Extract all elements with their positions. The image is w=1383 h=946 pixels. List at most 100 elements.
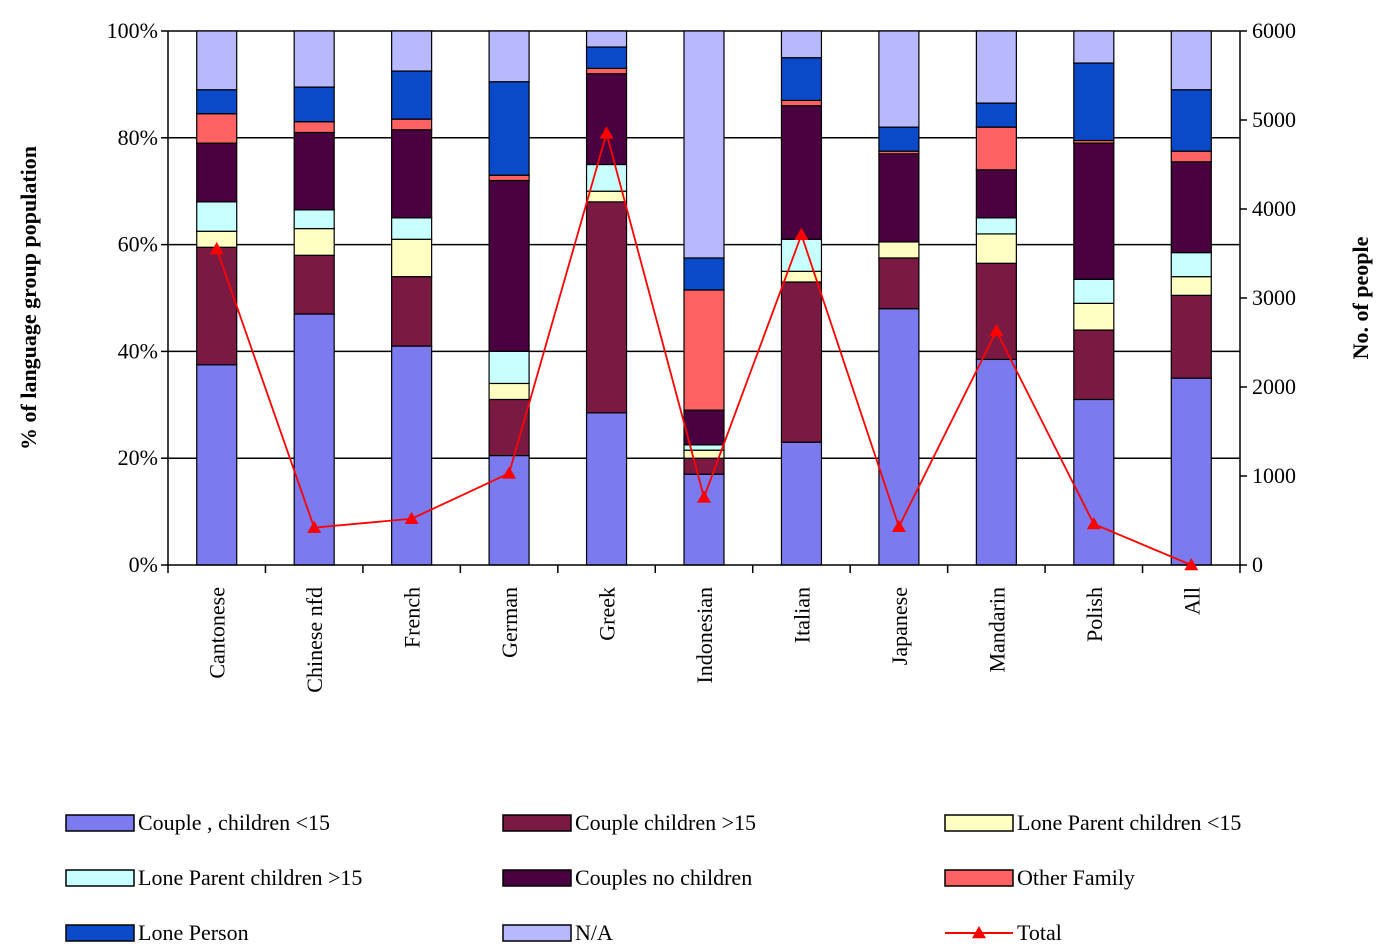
- total-point: [697, 490, 711, 503]
- y-left-tick-label: 0%: [129, 552, 158, 577]
- y-left-tick-label: 20%: [118, 445, 158, 470]
- bar-segment: [683, 289, 725, 411]
- legend-marker: [972, 926, 986, 939]
- bar-segment: [585, 73, 628, 166]
- legend-swatch: [944, 814, 1014, 832]
- bar-segment: [196, 113, 238, 144]
- bar-segment: [196, 142, 238, 203]
- category-label: Polish: [1082, 587, 1107, 642]
- legend-item: Other Family: [944, 865, 1135, 890]
- bar-segment: [878, 257, 920, 310]
- y-right-tick-label: 5000: [1252, 107, 1296, 132]
- bar-segment: [975, 217, 1017, 235]
- category-label: Greek: [595, 587, 620, 641]
- total-point: [502, 466, 517, 479]
- axes: 0% 20% 40% 60% 80% 100% 0 1000 2000 3000 4000 5000 6…: [107, 18, 1296, 693]
- legend-swatch: [65, 924, 135, 942]
- bar-segment: [391, 345, 433, 566]
- bar-segment: [488, 30, 530, 83]
- bar-segment: [780, 238, 823, 272]
- category-label: All: [1179, 587, 1204, 615]
- bar-segment: [1170, 150, 1212, 163]
- bar-segment: [878, 153, 920, 243]
- legend-item: Couples no children: [502, 865, 752, 890]
- bar-segment: [293, 86, 335, 123]
- bar-segment: [391, 118, 433, 131]
- category-label: German: [497, 587, 522, 658]
- bar-segment: [391, 217, 433, 240]
- y-axis-left-title: % of language group population: [16, 146, 41, 450]
- bar-segment: [1170, 89, 1212, 152]
- bar-segment: [391, 276, 433, 347]
- total-point: [1184, 558, 1199, 571]
- y-right-tick-label: 4000: [1252, 196, 1296, 221]
- bar-segment: [488, 382, 530, 401]
- bar-segment: [293, 227, 335, 256]
- bar-segment: [780, 281, 823, 443]
- bar-segment: [293, 254, 335, 315]
- legend-item: Lone Parent children <15: [944, 810, 1241, 835]
- bar-segment: [1073, 329, 1115, 401]
- bar-segment: [488, 179, 530, 353]
- bar-segment: [975, 358, 1017, 566]
- legend-label: Couple children >15: [575, 810, 756, 835]
- legend-swatch: [502, 924, 572, 942]
- bar-segment: [1073, 398, 1115, 566]
- total-point: [307, 520, 322, 533]
- bar-segment: [293, 209, 335, 230]
- bar-segment: [878, 241, 920, 259]
- total-point: [891, 519, 906, 532]
- bar-segment: [391, 30, 433, 72]
- bar-segment: [780, 441, 823, 566]
- bar-segment: [1073, 30, 1115, 64]
- total-point: [599, 126, 614, 139]
- bar-segment: [196, 246, 238, 366]
- legend-swatch: [65, 814, 135, 832]
- category-label: French: [400, 587, 425, 648]
- bar-segment: [683, 409, 725, 446]
- bar-segment: [196, 30, 238, 91]
- total-point: [989, 323, 1004, 337]
- legend-item: Lone Parent children >15: [65, 865, 362, 890]
- bar-segment: [780, 105, 823, 240]
- bar-segment: [196, 89, 238, 115]
- bar-segment: [488, 174, 530, 182]
- legend-label: Lone Person: [138, 920, 249, 945]
- category-label: Indonesian: [692, 587, 717, 684]
- legend-swatch: [502, 869, 572, 887]
- category-label: Italian: [789, 587, 814, 643]
- bar-segment: [780, 57, 823, 102]
- total-point: [794, 227, 809, 241]
- bar-segment: [585, 412, 628, 566]
- legend-label: Couple , children <15: [138, 810, 330, 835]
- bar-segment: [1170, 30, 1212, 91]
- total-point: [209, 242, 224, 255]
- legend-label: Couples no children: [575, 865, 752, 890]
- legend-item: Couple , children <15: [65, 810, 330, 835]
- bar-segment: [975, 233, 1017, 264]
- bar-segment: [780, 99, 823, 107]
- bar-segment: [585, 201, 628, 414]
- legend-item: Total: [945, 920, 1062, 945]
- legend-swatch: [944, 869, 1014, 887]
- y-right-tick-label: 1000: [1252, 463, 1296, 488]
- bar-segment: [585, 67, 628, 75]
- y-left-tick-label: 60%: [118, 232, 158, 257]
- bar-segment: [585, 190, 628, 203]
- y-left-tick-label: 40%: [118, 338, 158, 363]
- y-right-tick-label: 3000: [1252, 285, 1296, 310]
- bar-segment: [683, 30, 725, 259]
- bar-segment: [780, 30, 823, 59]
- bar-segment: [683, 257, 725, 291]
- bar-segment: [293, 30, 335, 88]
- bar-segment: [488, 350, 530, 385]
- bar-segment: [683, 449, 725, 459]
- bar-segment: [1170, 294, 1212, 379]
- bar-segment: [585, 46, 628, 69]
- bar-segment: [878, 126, 920, 152]
- total-point: [1086, 517, 1101, 530]
- legend-swatch: [65, 869, 135, 887]
- y-right-tick-label: 6000: [1252, 18, 1296, 43]
- bar-segment: [975, 262, 1017, 361]
